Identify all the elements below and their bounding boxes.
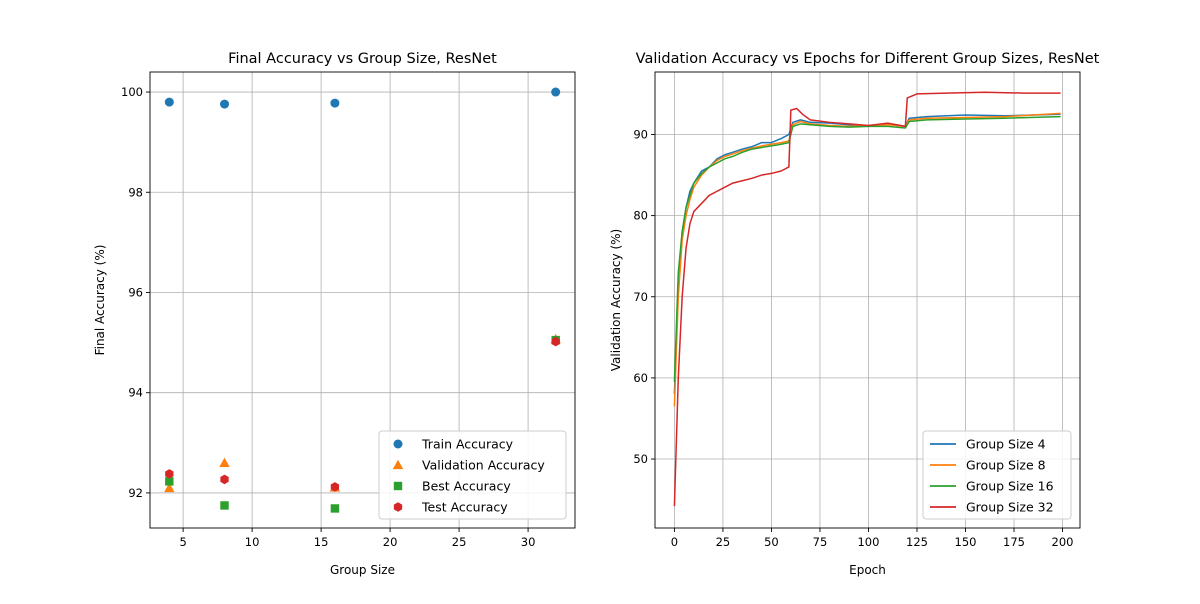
y-tick-label: 80 xyxy=(633,209,648,223)
x-tick-label: 0 xyxy=(671,535,678,549)
data-point xyxy=(164,97,174,107)
axes-frame xyxy=(149,71,576,529)
x-tick-label: 100 xyxy=(857,535,879,549)
legend-label: Best Accuracy xyxy=(422,479,511,494)
x-tick-label: 10 xyxy=(245,535,260,549)
x-tick-label: 30 xyxy=(521,535,536,549)
y-tick-label: 70 xyxy=(633,290,648,304)
data-point xyxy=(551,336,560,347)
x-tick-label: 5 xyxy=(179,535,186,549)
legend-marker xyxy=(393,502,403,512)
data-point xyxy=(220,474,229,485)
x-tick-label: 150 xyxy=(955,535,977,549)
legend-marker xyxy=(393,439,403,449)
chart-title: Final Accuracy vs Group Size, ResNet xyxy=(228,51,497,67)
x-axis-label: Group Size xyxy=(330,563,395,577)
y-tick-label: 94 xyxy=(128,386,143,400)
legend: Train Accuracy Validation Accuracy Best Ac… xyxy=(378,430,567,520)
legend-marker xyxy=(392,459,404,470)
y-tick-label: 90 xyxy=(633,127,648,141)
y-tick-label: 96 xyxy=(128,285,143,299)
line-panel: 0 25 50 75 100 125 150 175 200 50 60 70 80 90 Validati… xyxy=(609,51,1100,577)
x-tick-label: 75 xyxy=(813,535,828,549)
legend-box xyxy=(922,430,1072,520)
x-axis-label: Epoch xyxy=(849,563,886,577)
series-line xyxy=(673,91,1061,507)
data-point xyxy=(219,457,230,468)
x-tick-label: 20 xyxy=(383,535,398,549)
chart-title: Validation Accuracy vs Epochs for Differ… xyxy=(636,51,1100,67)
data-point xyxy=(165,477,174,486)
plot-area xyxy=(164,87,561,513)
x-tick-label: 50 xyxy=(764,535,779,549)
legend-label: Group Size 16 xyxy=(966,479,1054,494)
plot-area xyxy=(673,91,1061,507)
y-axis-label: Validation Accuracy (%) xyxy=(609,229,623,371)
y-axis-label: Final Accuracy (%) xyxy=(93,245,107,356)
x-tick-label: 15 xyxy=(314,535,329,549)
y-tick-label: 50 xyxy=(633,452,648,466)
legend-label: Train Accuracy xyxy=(421,437,514,452)
x-tick-label: 175 xyxy=(1003,535,1025,549)
legend: Group Size 4 Group Size 8 Group Size 16 Gro… xyxy=(922,430,1072,520)
x-tick-label: 25 xyxy=(452,535,467,549)
data-point xyxy=(330,482,340,492)
y-tick-label: 60 xyxy=(633,371,648,385)
data-point xyxy=(220,501,229,510)
data-point xyxy=(164,482,175,493)
axes-frame xyxy=(654,71,1081,529)
y-tick-label: 92 xyxy=(128,486,143,500)
data-point xyxy=(220,99,230,109)
legend-label: Validation Accuracy xyxy=(422,458,545,473)
x-tick-label: 200 xyxy=(1052,535,1074,549)
data-point xyxy=(330,504,340,513)
legend-label: Group Size 4 xyxy=(966,437,1046,452)
data-point xyxy=(165,469,174,479)
data-point xyxy=(551,87,561,97)
legend-box xyxy=(378,430,567,520)
series-line xyxy=(673,115,1061,382)
legend-label: Test Accuracy xyxy=(421,500,508,515)
x-tick-label: 125 xyxy=(906,535,928,549)
scatter-panel: 5 10 15 20 25 30 92 94 96 98 100 Final Accuracy vs … xyxy=(93,51,576,577)
legend-label: Group Size 8 xyxy=(966,458,1046,473)
legend-label: Group Size 32 xyxy=(966,500,1054,515)
series-line xyxy=(673,112,1061,407)
data-point xyxy=(330,98,340,108)
legend-marker xyxy=(393,481,403,491)
y-tick-label: 98 xyxy=(128,185,143,199)
y-tick-label: 100 xyxy=(121,85,143,99)
x-tick-label: 25 xyxy=(716,535,731,549)
